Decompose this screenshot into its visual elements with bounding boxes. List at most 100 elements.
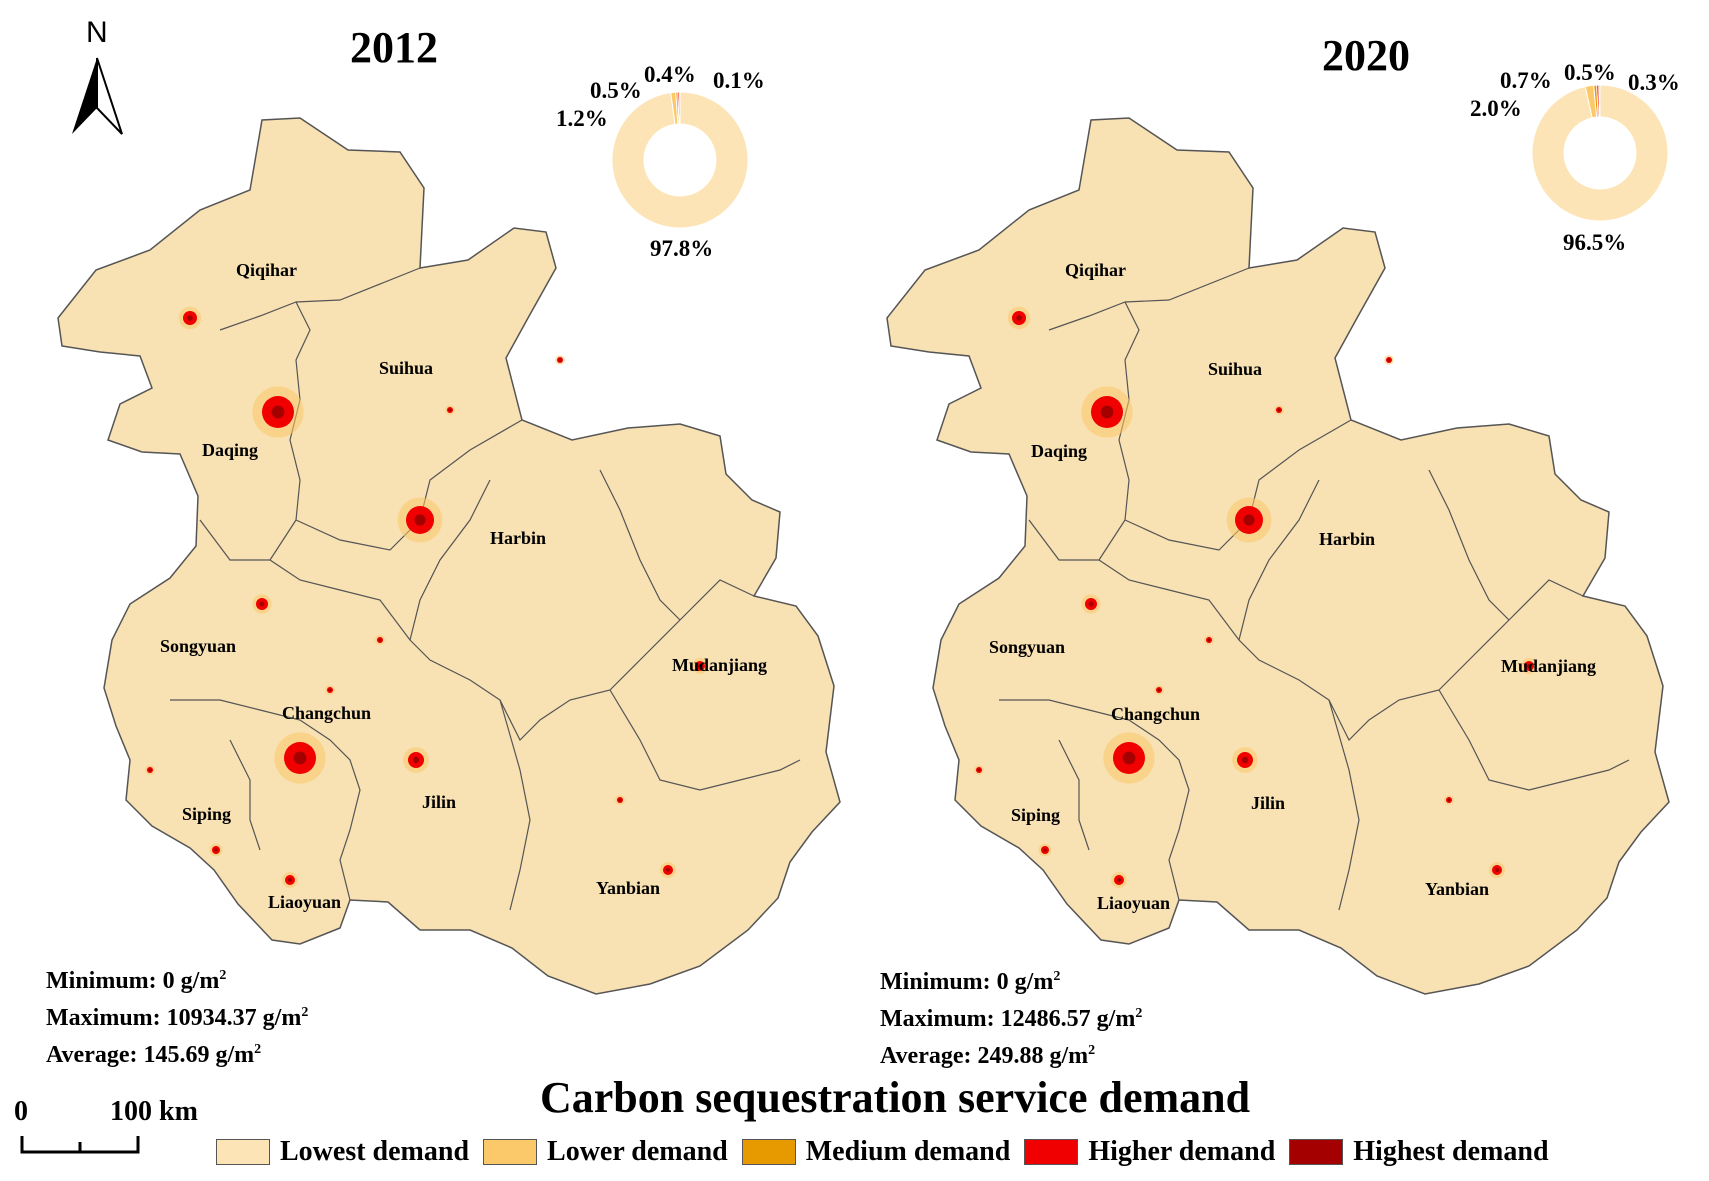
share-label-highest: 0.3% [1628,70,1680,95]
district-boundary [1124,267,1250,303]
north-arrow-icon [72,57,123,135]
figure-title: Carbon sequestration service demand [540,1073,1251,1122]
district-boundary [409,479,491,641]
legend: Lowest demand Lower demand Medium demand… [216,1136,1549,1168]
district-boundary [170,699,361,901]
city-label-changchun: Changchun [282,703,372,723]
city-label-songyuan: Songyuan [160,636,237,656]
share-label-lowest: 97.8% [650,236,714,261]
share-label-lower: 1.2% [556,106,608,131]
legend-label: Highest demand [1353,1136,1549,1167]
district-boundary [1438,689,1630,791]
stat-average: Average: 249.88 g/m2 [880,1043,1096,1069]
donut-slice-lowest [1531,84,1669,222]
share-label-lower: 2.0% [1470,96,1522,121]
urban-core-spot [977,768,981,772]
stats-block: Minimum: 0 g/m2 Maximum: 12486.57 g/m2 A… [880,961,1142,1072]
legend-item-highest: Highest demand [1289,1136,1549,1168]
region-outline [886,117,1670,995]
legend-swatch [741,1139,796,1165]
stats-block: Minimum: 0 g/m2 Maximum: 10934.37 g/m2 A… [46,960,308,1071]
legend-item-lowest: Lowest demand [216,1136,469,1168]
legend-item-medium: Medium demand [741,1136,1010,1168]
city-label-daqing: Daqing [202,440,259,460]
share-label-lowest: 96.5% [1563,230,1627,255]
scale-bar-distance-label: 100 km [110,1096,198,1127]
city-label-siping: Siping [182,804,232,824]
share-label-medium: 0.5% [590,78,642,103]
city-label-qiqihar: Qiqihar [236,260,298,280]
stat-minimum: Minimum: 0 g/m2 [46,968,227,994]
urban-core-spot [288,878,292,882]
legend-label: Higher demand [1088,1136,1276,1167]
legend-label: Lowest demand [280,1136,470,1167]
city-label-mudanjiang: Mudanjiang [1501,656,1597,676]
urban-core-spot [1243,514,1255,526]
district-boundary [1238,479,1320,641]
district-boundary [499,699,531,911]
legend-swatch [1289,1139,1344,1165]
urban-core-spot [1241,756,1249,764]
urban-core-spot [1088,601,1094,607]
stat-maximum: Maximum: 10934.37 g/m2 [46,1005,309,1031]
district-boundary [1098,559,1584,742]
urban-core-spot [1122,751,1136,765]
map-year-title: 2020 [1322,31,1410,80]
city-label-jilin: Jilin [1251,793,1286,813]
legend-swatch [1024,1139,1079,1165]
urban-core-spot [1157,688,1161,692]
urban-core-spot [666,868,670,872]
urban-core-spot [414,514,426,526]
stat-maximum: Maximum: 12486.57 g/m2 [880,1006,1143,1032]
legend-swatch [483,1139,538,1165]
urban-core-spot [214,848,218,852]
urban-core-spot [558,358,562,362]
city-label-qiqihar: Qiqihar [1065,260,1127,280]
map-2020-shapes [886,117,1670,995]
city-label-daqing: Daqing [1031,441,1088,461]
north-arrow-right-half [96,57,123,135]
urban-core-spot [412,756,420,764]
legend-item-lower: Lower demand [483,1136,728,1168]
city-label-mudanjiang: Mudanjiang [672,655,768,675]
district-boundary [295,267,421,303]
urban-core-spot [378,638,382,642]
urban-core-spot [1277,408,1281,412]
urban-core-spot [293,751,307,765]
urban-core-spot [1447,798,1451,802]
region-outline [57,117,841,995]
urban-core-spot [448,408,452,412]
donut-slice-lowest [611,91,749,229]
map-2012-shapes [57,117,841,995]
legend-item-higher: Higher demand [1024,1136,1275,1168]
district-boundary [1058,739,1090,851]
urban-core-spot [328,688,332,692]
urban-core-spot [1117,878,1121,882]
urban-core-spot [187,315,193,321]
legend-swatch [216,1139,270,1165]
share-label-highest: 0.1% [713,68,765,93]
city-label-jilin: Jilin [422,792,457,812]
city-label-yanbian: Yanbian [1425,879,1490,899]
city-label-liaoyuan: Liaoyuan [1097,893,1171,913]
urban-core-spot [1016,315,1022,321]
city-label-liaoyuan: Liaoyuan [268,892,342,912]
district-boundary [609,689,801,791]
urban-core-spot [1100,405,1114,419]
city-label-changchun: Changchun [1111,704,1201,724]
district-boundary [229,739,261,851]
district-boundary [269,559,755,742]
legend-label: Lower demand [547,1136,728,1167]
share-label-higher: 0.5% [1564,60,1616,85]
district-boundary [1328,699,1360,911]
stat-average: Average: 145.69 g/m2 [46,1042,262,1068]
city-label-suihua: Suihua [379,358,434,378]
north-arrow-label: N [86,16,108,49]
urban-core-spot [1495,868,1499,872]
urban-core-spot [1207,638,1211,642]
north-arrow-left-half [72,58,97,134]
map-year-title: 2012 [350,23,438,72]
city-label-suihua: Suihua [1208,359,1263,379]
urban-core-spot [259,601,265,607]
